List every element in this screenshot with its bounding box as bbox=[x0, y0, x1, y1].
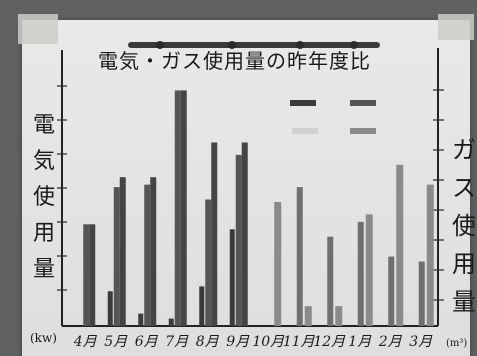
bar-5月-s1 bbox=[107, 291, 113, 326]
bar-3月-s4 bbox=[418, 261, 425, 326]
bar-4月-s2 bbox=[83, 224, 90, 326]
legend-swatch-2 bbox=[350, 100, 376, 106]
bar-1月-s4 bbox=[357, 221, 364, 326]
x-tick-label: 9月 bbox=[226, 334, 250, 350]
rod-clip-4 bbox=[350, 41, 358, 49]
bar-10月-s5 bbox=[274, 202, 282, 326]
bar-6月-s1 bbox=[138, 313, 144, 326]
bar-12月-s4 bbox=[327, 236, 334, 326]
bar-5月-s2 bbox=[113, 187, 120, 326]
left-unit-label: (kw) bbox=[30, 331, 57, 345]
x-tick-label: 10月 bbox=[252, 334, 285, 350]
bar-8月-s1 bbox=[199, 286, 205, 326]
legend-swatch-4 bbox=[350, 128, 376, 134]
bar-5月-s3 bbox=[119, 177, 126, 326]
bar-7月-s3 bbox=[180, 90, 187, 327]
bar-7月-s2 bbox=[174, 90, 181, 327]
x-tick-label: 2月 bbox=[378, 334, 403, 350]
rod-clip-2 bbox=[228, 41, 236, 49]
bar-11月-s5 bbox=[304, 306, 312, 326]
rod-clip-1 bbox=[156, 41, 164, 49]
bar-1月-s5 bbox=[365, 214, 373, 326]
bar-4月-s3 bbox=[89, 224, 96, 326]
right-axis-title: ガス使用量 bbox=[452, 136, 476, 316]
bar-11月-s4 bbox=[296, 187, 303, 326]
bar-9月-s3 bbox=[241, 142, 248, 326]
x-tick-label: 1月 bbox=[348, 334, 372, 350]
bar-6月-s3 bbox=[150, 177, 157, 326]
x-tick-label: 11月 bbox=[283, 334, 316, 350]
x-tick-label: 4月 bbox=[73, 334, 98, 350]
rod-clip-3 bbox=[296, 41, 304, 49]
legend-swatch-1 bbox=[290, 100, 316, 106]
left-axis-title: 電気使用量 bbox=[33, 113, 55, 282]
x-tick-label: 7月 bbox=[165, 334, 189, 350]
bar-6月-s2 bbox=[144, 184, 151, 326]
x-tick-label: 5月 bbox=[104, 334, 128, 350]
bar-2月-s4 bbox=[388, 256, 395, 326]
bar-9月-s1 bbox=[229, 229, 235, 326]
bar-2月-s5 bbox=[396, 164, 404, 326]
bar-8月-s3 bbox=[211, 142, 218, 326]
x-tick-label: 12月 bbox=[313, 334, 346, 350]
chart-title: 電気・ガス使用量の昨年度比 bbox=[98, 49, 371, 73]
bar-8月-s2 bbox=[205, 199, 212, 326]
bar-3月-s5 bbox=[426, 184, 434, 326]
x-tick-label: 6月 bbox=[135, 334, 159, 350]
x-tick-label: 8月 bbox=[196, 334, 220, 350]
tape-top-right bbox=[438, 14, 474, 40]
x-tick-label: 3月 bbox=[409, 334, 433, 350]
hanging-rod bbox=[128, 42, 380, 48]
bar-12月-s5 bbox=[335, 306, 343, 326]
right-unit-label: (m³) bbox=[446, 338, 467, 349]
legend-swatch-3 bbox=[292, 128, 318, 134]
bar-9月-s2 bbox=[235, 154, 242, 326]
tape-top-left bbox=[18, 14, 58, 44]
bar-7月-s1 bbox=[168, 318, 174, 326]
